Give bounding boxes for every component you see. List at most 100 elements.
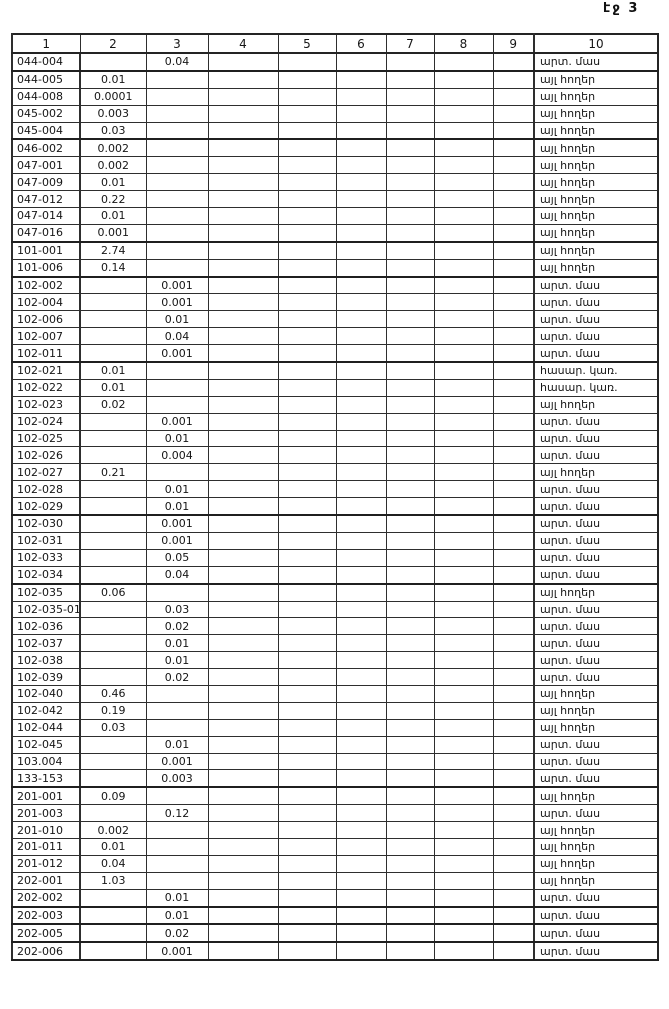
cell-value-col2: 0.01 (79, 207, 147, 225)
cell-land-type: արտ. մաս (533, 327, 659, 346)
cell-value-col9 (492, 310, 535, 329)
cell-parcel-code: 202-001 (11, 871, 81, 890)
cell-value-col5 (277, 941, 337, 962)
cell-value-col3 (145, 258, 209, 278)
cell-land-type: այլ հողեր (533, 70, 659, 89)
page-number: էջ 3 (603, 1, 640, 16)
cell-value-col6 (335, 223, 387, 243)
cell-value-col2: 0.002 (79, 138, 147, 158)
cell-value-col6 (335, 156, 387, 175)
cell-value-col9 (492, 480, 535, 499)
cell-value-col7 (385, 837, 435, 856)
cell-value-col7 (385, 310, 435, 329)
cell-value-col3: 0.001 (145, 752, 209, 771)
cell-parcel-code: 202-006 (11, 941, 81, 962)
cell-value-col7 (385, 888, 435, 908)
cell-land-type: արտ. մաս (533, 923, 659, 944)
cell-value-col9 (492, 378, 535, 397)
cell-parcel-code: 102-007 (11, 327, 81, 346)
table-row: 102-044 0.03 այլ հողեր (11, 718, 659, 737)
cell-value-col3: 0.001 (145, 293, 209, 312)
cell-value-col7 (385, 293, 435, 312)
cell-value-col8 (433, 941, 494, 962)
table-row: 201-010 0.002 այլ հողեր (11, 821, 659, 839)
cell-value-col7 (385, 617, 435, 636)
cell-land-type: այլ հողեր (533, 87, 659, 106)
cell-value-col9 (492, 156, 535, 175)
cell-value-col8 (433, 565, 494, 585)
cell-parcel-code: 102-002 (11, 276, 81, 295)
table-row: 202-003 0.01 արտ. մաս (11, 906, 659, 926)
cell-value-col3 (145, 207, 209, 225)
cell-value-col5 (277, 804, 337, 823)
cell-value-col3 (145, 138, 209, 158)
cell-value-col6 (335, 923, 387, 944)
cell-value-col3: 0.04 (145, 52, 209, 72)
cell-parcel-code: 044-004 (11, 52, 81, 72)
cell-value-col3: 0.004 (145, 446, 209, 465)
cell-value-col9 (492, 327, 535, 346)
table-row: 045-004 0.03 այլ հողեր (11, 121, 659, 141)
cell-value-col2: 0.22 (79, 190, 147, 209)
cell-value-col5 (277, 651, 337, 670)
cell-land-type: արտ. մաս (533, 276, 659, 295)
cell-value-col8 (433, 906, 494, 926)
cell-value-col3: 0.02 (145, 617, 209, 636)
cell-value-col4 (207, 310, 279, 329)
table-row: 103.004 0.001 արտ. մաս (11, 752, 659, 771)
cell-parcel-code: 045-002 (11, 104, 81, 123)
cell-value-col5 (277, 583, 337, 602)
cell-value-col9 (492, 463, 535, 482)
cell-value-col5 (277, 735, 337, 754)
cell-value-col8 (433, 207, 494, 225)
cell-value-col8 (433, 617, 494, 636)
cell-value-col5 (277, 463, 337, 482)
cell-value-col7 (385, 412, 435, 431)
cell-parcel-code: 047-009 (11, 173, 81, 192)
cell-value-col5 (277, 327, 337, 346)
cell-value-col5 (277, 138, 337, 158)
cell-value-col6 (335, 684, 387, 703)
cell-value-col4 (207, 412, 279, 431)
cell-parcel-code: 044-005 (11, 70, 81, 89)
cell-value-col4 (207, 276, 279, 295)
cell-value-col3: 0.003 (145, 769, 209, 789)
cell-value-col8 (433, 548, 494, 567)
cell-land-type: այլ հողեր (533, 395, 659, 414)
cell-value-col9 (492, 361, 535, 380)
cell-value-col6 (335, 941, 387, 962)
cell-parcel-code: 201-010 (11, 821, 81, 839)
cell-value-col9 (492, 190, 535, 209)
cell-value-col7 (385, 786, 435, 806)
cell-value-col2: 0.21 (79, 463, 147, 482)
cell-value-col2 (79, 429, 147, 448)
cell-value-col4 (207, 378, 279, 397)
cell-value-col6 (335, 565, 387, 585)
cell-value-col9 (492, 548, 535, 567)
cell-parcel-code: 102-031 (11, 531, 81, 550)
cell-value-col3 (145, 156, 209, 175)
land-parcel-table: 1 2 3 4 5 6 7 8 9 10 044-004 0.04 արտ. մաս 044-005 0.… (11, 33, 659, 962)
cell-parcel-code: 201-003 (11, 804, 81, 823)
cell-value-col3: 0.04 (145, 327, 209, 346)
cell-value-col9 (492, 207, 535, 225)
cell-value-col9 (492, 923, 535, 944)
cell-value-col2: 0.01 (79, 173, 147, 192)
cell-value-col5 (277, 617, 337, 636)
cell-value-col7 (385, 941, 435, 962)
cell-land-type: այլ հողեր (533, 223, 659, 243)
cell-value-col7 (385, 684, 435, 703)
cell-value-col7 (385, 752, 435, 771)
table-row: 102-002 0.001 արտ. մաս (11, 276, 659, 295)
cell-value-col9 (492, 634, 535, 653)
cell-parcel-code: 102-025 (11, 429, 81, 448)
cell-value-col3 (145, 821, 209, 839)
cell-value-col4 (207, 223, 279, 243)
cell-value-col4 (207, 395, 279, 414)
cell-value-col7 (385, 735, 435, 754)
cell-value-col3 (145, 837, 209, 856)
cell-land-type: արտ. մաս (533, 497, 659, 517)
table-row: 101-006 0.14 այլ հողեր (11, 258, 659, 278)
cell-value-col8 (433, 395, 494, 414)
table-row: 102-006 0.01 արտ. մաս (11, 310, 659, 329)
